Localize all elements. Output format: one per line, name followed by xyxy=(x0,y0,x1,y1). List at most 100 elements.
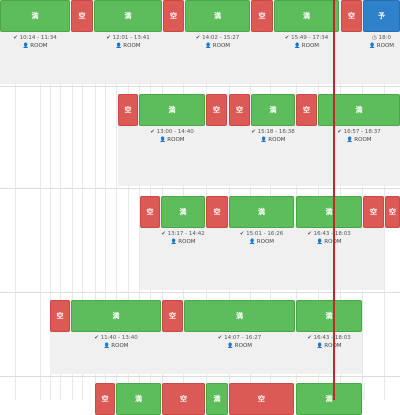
check-icon: ✔ xyxy=(13,35,20,41)
room-label: ROOM xyxy=(111,343,129,349)
person-icon: 👤 xyxy=(170,239,179,245)
person-icon: 👤 xyxy=(204,43,213,49)
booked-slot-bar[interactable]: 満 xyxy=(116,383,161,415)
grid-column-line xyxy=(139,0,140,400)
grid-column-line xyxy=(105,0,106,400)
check-icon: ✔ xyxy=(150,129,157,135)
check-icon: ✔ xyxy=(284,35,292,41)
slot-info: ✔ 15:49 - 17:34 👤 ROOM xyxy=(274,34,339,50)
grid-column-line xyxy=(50,0,51,400)
slot-info: ✔ 16:57 - 18:37 👤 ROOM xyxy=(318,128,400,144)
slot-time: 13:17 - 14:42 xyxy=(167,231,205,237)
vacant-slot-bar[interactable]: 空 xyxy=(341,0,362,32)
person-icon: 👤 xyxy=(103,343,112,349)
grid-column-line xyxy=(384,0,385,400)
slot-info: ◷ 18:0 👤 ROOM xyxy=(363,34,400,50)
row-divider xyxy=(0,376,400,377)
room-label: ROOM xyxy=(268,137,286,143)
vacant-slot-bar[interactable]: 空 xyxy=(206,196,228,228)
check-icon: ✔ xyxy=(161,231,168,237)
booked-slot-bar[interactable]: 満 xyxy=(0,0,70,32)
vacant-slot-bar[interactable]: 空 xyxy=(162,383,205,415)
grid-column-line xyxy=(60,0,61,400)
clock-icon: ◷ xyxy=(372,35,379,41)
slot-info: ✔ 14:02 - 15:27 👤 ROOM xyxy=(185,34,250,50)
vacant-slot-bar[interactable]: 空 xyxy=(163,0,184,32)
grid-column-line xyxy=(128,0,129,400)
vacant-slot-bar[interactable]: 空 xyxy=(206,94,227,126)
booked-slot-bar[interactable]: 満 xyxy=(206,383,228,415)
vacant-slot-bar[interactable]: 空 xyxy=(140,196,160,228)
check-icon: ✔ xyxy=(337,129,344,135)
grid-column-line xyxy=(116,0,117,400)
room-label: ROOM xyxy=(256,239,275,245)
person-icon: 👤 xyxy=(316,239,325,245)
vacant-slot-bar[interactable]: 空 xyxy=(363,196,384,228)
check-icon: ✔ xyxy=(94,335,101,341)
slot-time: 10:14 - 11:34 xyxy=(19,35,57,41)
booked-slot-bar[interactable]: 満 xyxy=(229,196,294,228)
person-icon: 👤 xyxy=(159,137,168,143)
check-icon: ✔ xyxy=(217,335,225,341)
check-icon: ✔ xyxy=(239,231,247,237)
check-icon: ✔ xyxy=(106,35,113,41)
slot-info: ✔ 11:40 - 13:40 👤 ROOM xyxy=(71,334,161,350)
vacant-slot-bar[interactable]: 空 xyxy=(229,383,294,415)
vacant-slot-bar[interactable]: 空 xyxy=(162,300,183,332)
booked-slot-bar[interactable]: 満 xyxy=(251,94,295,126)
slot-info: ✔ 13:00 - 14:40 👤 ROOM xyxy=(139,128,205,144)
room-label: ROOM xyxy=(167,137,185,143)
slot-time: 14:02 - 15:27 xyxy=(202,35,240,41)
vacant-slot-bar[interactable]: 空 xyxy=(385,196,400,228)
booked-slot-bar[interactable]: 満 xyxy=(296,300,362,332)
slot-time: 15:18 - 16:38 xyxy=(257,129,295,135)
room-label: ROOM xyxy=(212,43,231,49)
vacant-slot-bar[interactable]: 空 xyxy=(71,0,93,32)
booked-slot-bar[interactable]: 満 xyxy=(71,300,161,332)
booked-slot-bar[interactable]: 満 xyxy=(139,94,205,126)
vacant-slot-bar[interactable]: 空 xyxy=(95,383,115,415)
slot-time: 11:40 - 13:40 xyxy=(100,335,138,341)
grid-column-line xyxy=(15,0,16,400)
slot-info: ✔ 14:07 - 16:27 👤 ROOM xyxy=(184,334,295,350)
slot-time: 13:00 - 14:40 xyxy=(156,129,194,135)
slot-time: 15:01 - 16:26 xyxy=(246,231,284,237)
grid-column-line xyxy=(95,0,96,400)
row-divider xyxy=(0,292,400,293)
person-icon: 👤 xyxy=(346,137,355,143)
booked-slot-bar[interactable]: 満 xyxy=(318,94,400,126)
vacant-slot-bar[interactable]: 空 xyxy=(296,94,317,126)
slot-time: 15:49 - 17:34 xyxy=(291,35,329,41)
room-label: ROOM xyxy=(234,343,253,349)
slot-info: ✔ 16:43 - 18:03 👤 ROOM xyxy=(296,230,362,246)
booked-slot-bar[interactable]: 満 xyxy=(184,300,295,332)
room-label: ROOM xyxy=(30,43,48,49)
slot-time: 18:0 xyxy=(378,35,391,41)
slot-time: 12:01 - 13:41 xyxy=(112,35,150,41)
room-label: ROOM xyxy=(324,239,341,245)
check-icon: ✔ xyxy=(195,35,203,41)
person-icon: 👤 xyxy=(248,239,257,245)
vacant-slot-bar[interactable]: 空 xyxy=(251,0,273,32)
booked-slot-bar[interactable]: 満 xyxy=(296,383,362,415)
booked-slot-bar[interactable]: 満 xyxy=(161,196,205,228)
current-time-line xyxy=(333,0,335,400)
grid-column-line xyxy=(40,0,41,400)
slot-time: 16:43 - 18:03 xyxy=(313,335,351,341)
row-divider xyxy=(0,188,400,189)
room-label: ROOM xyxy=(178,239,196,245)
slot-info: ✔ 16:43 - 18:03 👤 ROOM xyxy=(296,334,362,350)
check-icon: ✔ xyxy=(307,231,314,237)
vacant-slot-bar[interactable]: 空 xyxy=(229,94,250,126)
room-label: ROOM xyxy=(376,43,395,49)
person-icon: 👤 xyxy=(368,43,377,49)
reserved-slot-bar[interactable]: 予 xyxy=(363,0,400,32)
booked-slot-bar[interactable]: 満 xyxy=(185,0,250,32)
vacant-slot-bar[interactable]: 空 xyxy=(118,94,138,126)
grid-column-line xyxy=(72,0,73,400)
vacant-slot-bar[interactable]: 空 xyxy=(50,300,70,332)
booked-slot-bar[interactable]: 満 xyxy=(296,196,362,228)
booked-slot-bar[interactable]: 満 xyxy=(274,0,339,32)
booked-slot-bar[interactable]: 満 xyxy=(94,0,162,32)
